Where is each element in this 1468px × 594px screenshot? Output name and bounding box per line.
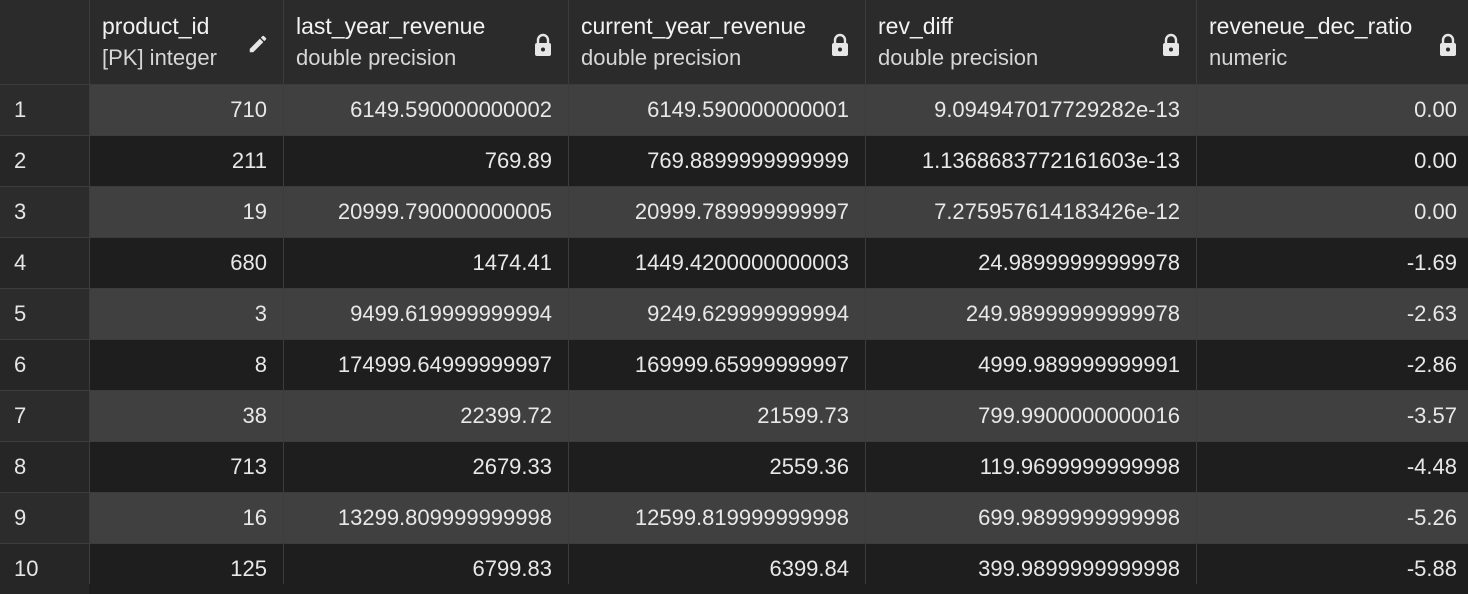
lock-icon <box>1160 33 1182 57</box>
cell-current-year-revenue[interactable]: 769.8899999999999 <box>569 136 865 186</box>
cell-product-id[interactable]: 8 <box>90 340 283 390</box>
column-name: last_year_revenue <box>296 13 486 39</box>
cell-product-id[interactable]: 713 <box>90 442 283 492</box>
cell-reveneue-dec-ratio[interactable]: -4.48 <box>1197 442 1468 492</box>
cell-last-year-revenue[interactable]: 174999.64999999997 <box>284 340 568 390</box>
cell-reveneue-dec-ratio[interactable]: -5.88 <box>1197 544 1468 594</box>
row-number[interactable]: 10 <box>0 544 89 594</box>
cell-product-id[interactable]: 16 <box>90 493 283 543</box>
cell-product-id[interactable]: 3 <box>90 289 283 339</box>
cell-product-id[interactable]: 680 <box>90 238 283 288</box>
cell-reveneue-dec-ratio[interactable]: 0.00 <box>1197 85 1468 135</box>
cell-rev-diff[interactable]: 9.094947017729282e-13 <box>866 85 1196 135</box>
row-number[interactable]: 4 <box>0 238 89 288</box>
cell-last-year-revenue[interactable]: 22399.72 <box>284 391 568 441</box>
column-name: rev_diff <box>878 13 954 39</box>
cell-current-year-revenue[interactable]: 6149.590000000001 <box>569 85 865 135</box>
select-all-corner[interactable] <box>0 0 89 84</box>
cell-current-year-revenue[interactable]: 6399.84 <box>569 544 865 594</box>
cell-rev-diff[interactable]: 799.9900000000016 <box>866 391 1196 441</box>
column-type: double precision <box>581 45 742 70</box>
column-name: product_id <box>102 13 210 39</box>
column-header-last-year-revenue[interactable]: last_year_revenue double precision <box>284 0 568 84</box>
row-number[interactable]: 9 <box>0 493 89 543</box>
column-type: numeric <box>1209 45 1288 70</box>
cell-current-year-revenue[interactable]: 20999.789999999997 <box>569 187 865 237</box>
cell-reveneue-dec-ratio[interactable]: -1.69 <box>1197 238 1468 288</box>
cell-rev-diff[interactable]: 119.9699999999998 <box>866 442 1196 492</box>
column-type: [PK] integer <box>102 45 217 70</box>
row-number[interactable]: 8 <box>0 442 89 492</box>
row-number[interactable]: 6 <box>0 340 89 390</box>
row-number[interactable]: 7 <box>0 391 89 441</box>
row-number[interactable]: 1 <box>0 85 89 135</box>
column-header-product-id[interactable]: product_id [PK] integer <box>90 0 283 84</box>
cell-reveneue-dec-ratio[interactable]: -3.57 <box>1197 391 1468 441</box>
column-header-rev-diff[interactable]: rev_diff double precision <box>866 0 1196 84</box>
cell-rev-diff[interactable]: 7.275957614183426e-12 <box>866 187 1196 237</box>
row-number[interactable]: 5 <box>0 289 89 339</box>
column-type: double precision <box>878 45 1039 70</box>
column-name: reveneue_dec_ratio <box>1209 13 1413 39</box>
cell-current-year-revenue[interactable]: 12599.819999999998 <box>569 493 865 543</box>
column-type: double precision <box>296 45 457 70</box>
cell-rev-diff[interactable]: 399.9899999999998 <box>866 544 1196 594</box>
cell-current-year-revenue[interactable]: 1449.4200000000003 <box>569 238 865 288</box>
cell-rev-diff[interactable]: 4999.989999999991 <box>866 340 1196 390</box>
cell-product-id[interactable]: 710 <box>90 85 283 135</box>
lock-icon <box>1437 33 1459 57</box>
pencil-icon <box>247 32 269 56</box>
cell-reveneue-dec-ratio[interactable]: 0.00 <box>1197 187 1468 237</box>
column-header-reveneue-dec-ratio[interactable]: reveneue_dec_ratio numeric <box>1197 0 1468 84</box>
cell-product-id[interactable]: 38 <box>90 391 283 441</box>
cell-product-id[interactable]: 211 <box>90 136 283 186</box>
cell-rev-diff[interactable]: 249.98999999999978 <box>866 289 1196 339</box>
cell-current-year-revenue[interactable]: 9249.629999999994 <box>569 289 865 339</box>
cell-last-year-revenue[interactable]: 9499.619999999994 <box>284 289 568 339</box>
cell-last-year-revenue[interactable]: 20999.790000000005 <box>284 187 568 237</box>
column-header-current-year-revenue[interactable]: current_year_revenue double precision <box>569 0 865 84</box>
cell-reveneue-dec-ratio[interactable]: -5.26 <box>1197 493 1468 543</box>
row-number[interactable]: 2 <box>0 136 89 186</box>
cell-last-year-revenue[interactable]: 6149.590000000002 <box>284 85 568 135</box>
cell-last-year-revenue[interactable]: 6799.83 <box>284 544 568 594</box>
row-number[interactable]: 3 <box>0 187 89 237</box>
lock-icon <box>829 33 851 57</box>
cell-last-year-revenue[interactable]: 13299.809999999998 <box>284 493 568 543</box>
cell-current-year-revenue[interactable]: 2559.36 <box>569 442 865 492</box>
cell-product-id[interactable]: 125 <box>90 544 283 594</box>
cell-reveneue-dec-ratio[interactable]: 0.00 <box>1197 136 1468 186</box>
column-name: current_year_revenue <box>581 13 807 39</box>
cell-rev-diff[interactable]: 1.1368683772161603e-13 <box>866 136 1196 186</box>
cell-reveneue-dec-ratio[interactable]: -2.63 <box>1197 289 1468 339</box>
cell-current-year-revenue[interactable]: 21599.73 <box>569 391 865 441</box>
cell-last-year-revenue[interactable]: 769.89 <box>284 136 568 186</box>
cell-current-year-revenue[interactable]: 169999.65999999997 <box>569 340 865 390</box>
lock-icon <box>532 33 554 57</box>
cell-rev-diff[interactable]: 699.9899999999998 <box>866 493 1196 543</box>
cell-reveneue-dec-ratio[interactable]: -2.86 <box>1197 340 1468 390</box>
cell-product-id[interactable]: 19 <box>90 187 283 237</box>
cell-rev-diff[interactable]: 24.98999999999978 <box>866 238 1196 288</box>
cell-last-year-revenue[interactable]: 1474.41 <box>284 238 568 288</box>
cell-last-year-revenue[interactable]: 2679.33 <box>284 442 568 492</box>
